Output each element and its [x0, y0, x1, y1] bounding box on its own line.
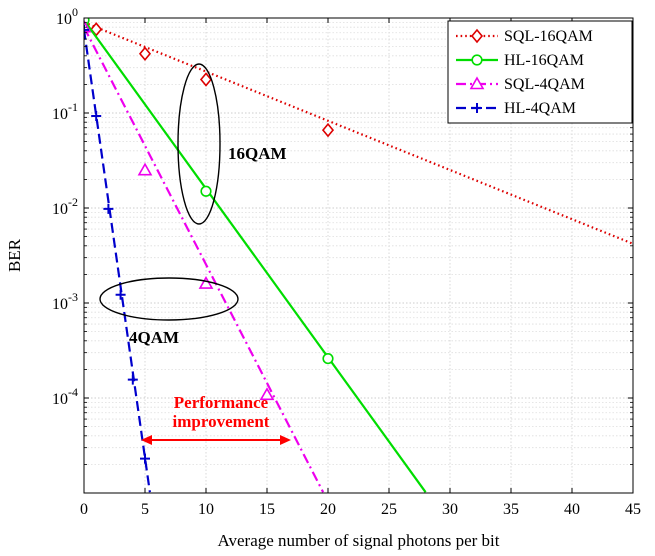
x-axis-title: Average number of signal photons per bit	[217, 531, 499, 550]
data-point-hl-16qam	[200, 185, 212, 197]
data-point-hl-4qam	[127, 374, 138, 385]
y-tick-label: 10-2	[52, 195, 78, 218]
legend-label-sql-16qam: SQL-16QAM	[504, 28, 593, 45]
x-tick-label: 40	[564, 501, 580, 518]
legend-label-hl-4qam: HL-4QAM	[504, 100, 576, 117]
y-tick-label: 100	[56, 5, 78, 28]
x-tick-label: 10	[198, 501, 214, 518]
data-point-hl-16qam	[322, 352, 334, 365]
label-improvement-1: Performance	[174, 393, 269, 412]
x-tick-label: 45	[625, 501, 641, 518]
y-axis-title: BER	[5, 238, 24, 272]
improvement-arrow-head-left	[141, 435, 152, 445]
data-point-hl-4qam	[84, 24, 89, 35]
legend-label-sql-4qam: SQL-4QAM	[504, 76, 585, 93]
x-tick-label: 35	[503, 501, 519, 518]
data-point-hl-4qam	[115, 289, 126, 300]
y-tick-label: 10-1	[52, 100, 78, 123]
series-line-hl-16qam	[84, 19, 427, 493]
legend-label-hl-16qam: HL-16QAM	[504, 52, 584, 69]
label-16qam: 16QAM	[228, 144, 287, 163]
data-point-sql-16qam	[138, 46, 152, 62]
ellipse-4qam	[99, 277, 239, 321]
x-tick-label: 25	[381, 501, 397, 518]
legend-marker-sql-4qam	[469, 76, 485, 90]
series-line-sql-16qam	[84, 21, 633, 245]
label-improvement-2: improvement	[173, 412, 270, 431]
legend-marker-hl-16qam	[471, 54, 483, 66]
x-tick-label: 30	[442, 501, 458, 518]
y-tick-label: 10-4	[52, 385, 78, 408]
series-line-hl-4qam	[84, 29, 151, 493]
ellipse-16qam	[177, 63, 221, 225]
data-point-sql-4qam	[259, 387, 275, 401]
legend: SQL-16QAM HL-16QAM SQL-4QAM HL-4QAM	[447, 20, 633, 124]
grid	[84, 18, 633, 493]
x-tick-label: 0	[80, 501, 88, 518]
data-point-sql-16qam	[199, 72, 213, 87]
legend-marker-hl-4qam	[472, 103, 482, 113]
series-line-sql-4qam	[84, 26, 325, 493]
improvement-arrow-head-right	[280, 435, 291, 445]
data-point-sql-4qam	[137, 162, 153, 176]
series-lines	[84, 18, 633, 493]
legend-marker-sql-16qam	[470, 28, 484, 44]
axis-ticks: 0 5 10 15 20 25 30 35 40 45 100 10-1 10-2 10-3 10-4	[52, 5, 641, 518]
data-point-sql-16qam	[321, 122, 335, 138]
x-tick-label: 5	[141, 501, 149, 518]
y-tick-label: 10-3	[52, 290, 78, 313]
label-4qam: 4QAM	[129, 328, 179, 347]
plot-frame	[83, 17, 634, 494]
data-point-sql-4qam	[198, 275, 214, 289]
data-point-hl-4qam	[91, 110, 102, 121]
x-tick-label: 20	[320, 501, 336, 518]
data-point-hl-4qam	[103, 203, 114, 214]
data-point-hl-4qam	[140, 453, 150, 464]
x-tick-label: 15	[259, 501, 275, 518]
